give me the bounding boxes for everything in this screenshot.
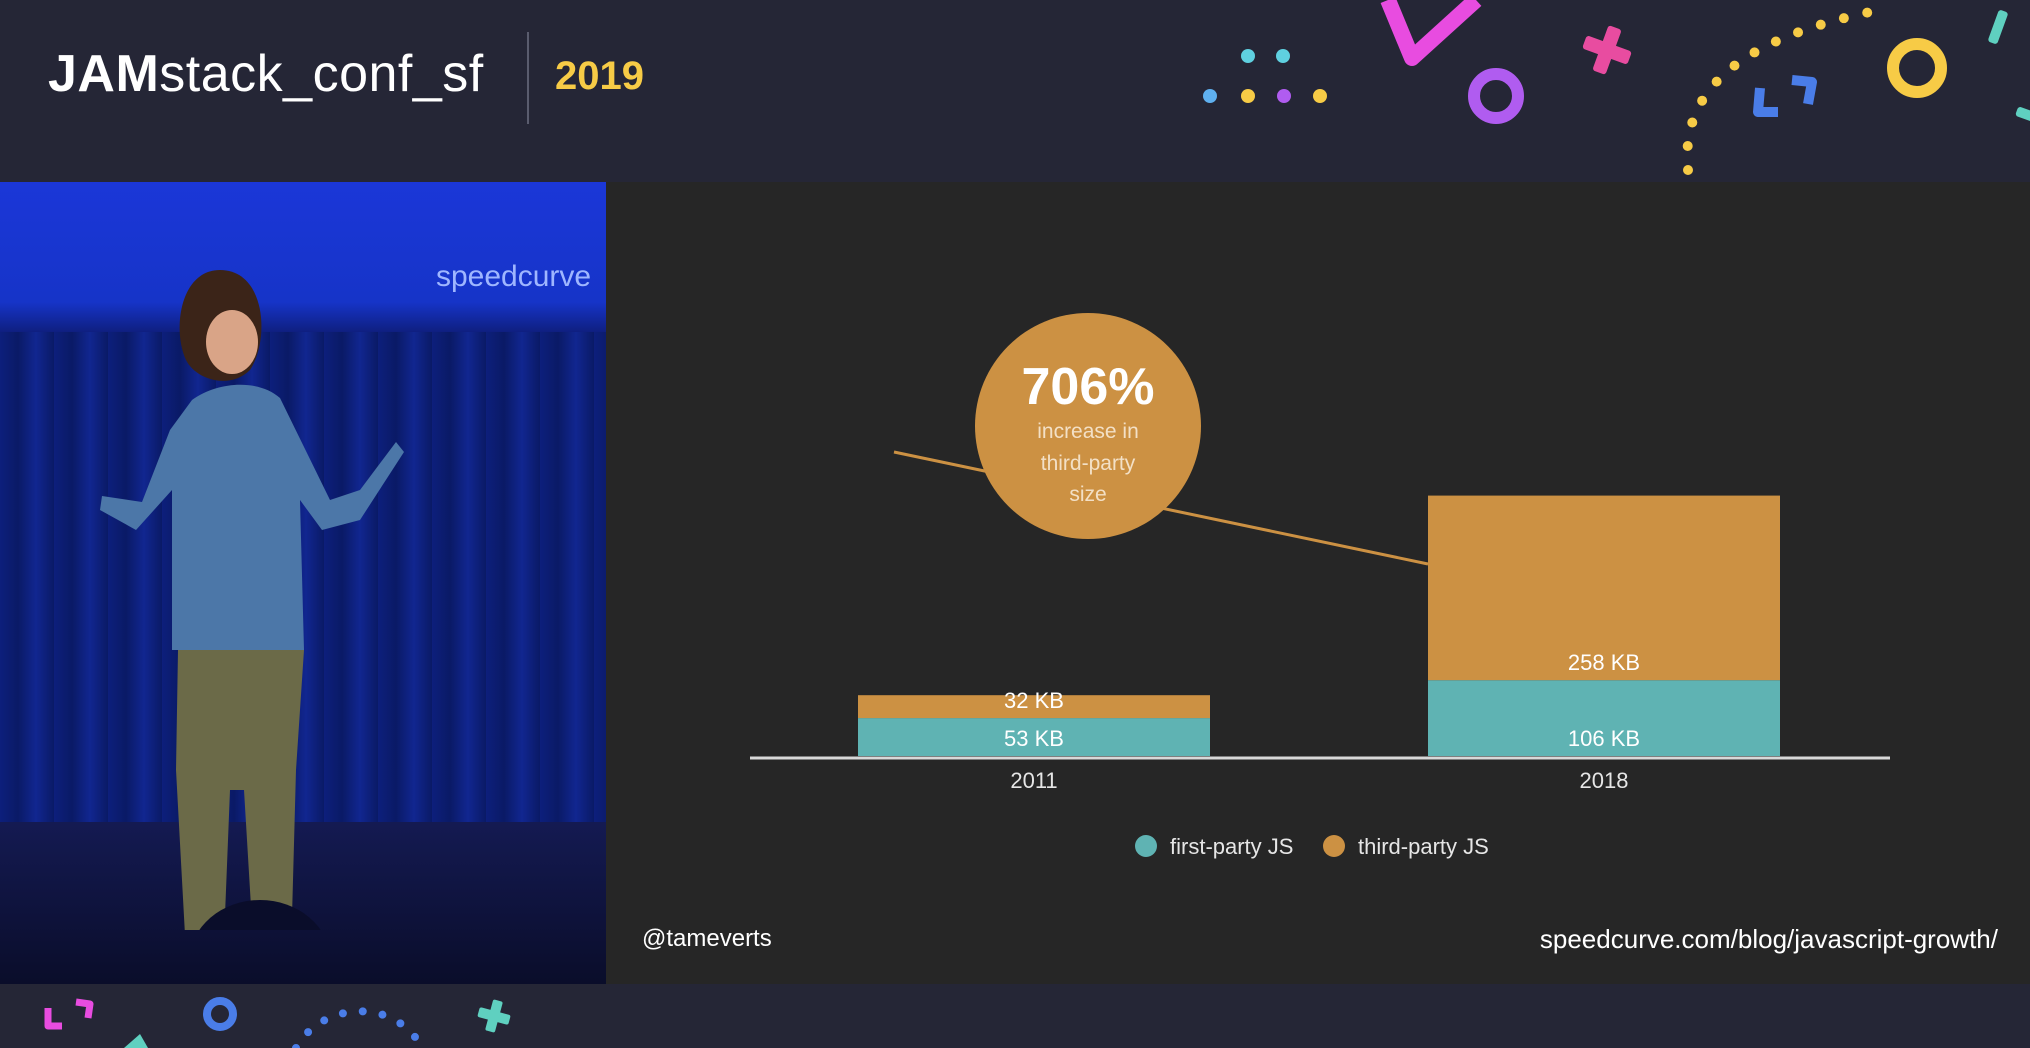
teal-dash-icon-2 xyxy=(2015,107,2030,123)
blue-ring-icon xyxy=(203,997,237,1031)
legend-label: third-party JS xyxy=(1358,834,1489,859)
stacked-bar-chart: 53 KB 32 KB 106 KB 258 KB 2011 2018 706% inc… xyxy=(750,313,1890,859)
triangle-icon xyxy=(1380,0,1482,66)
callout-bubble xyxy=(975,313,1201,539)
decorative-confetti-bottom xyxy=(44,997,511,1048)
bar-2018-third-party xyxy=(1428,495,1780,681)
x-tick-label: 2011 xyxy=(1010,768,1057,793)
teal-dash-icon xyxy=(1988,10,2008,44)
dotted-arc-icon-bottom xyxy=(292,1007,424,1048)
dot-cluster-icon xyxy=(1203,49,1327,103)
source-url[interactable]: speedcurve.com/blog/javascript-growth/ xyxy=(1539,924,1998,954)
stage-backdrop xyxy=(0,182,606,332)
stage-curtain xyxy=(0,332,606,832)
chevrons-icon xyxy=(1753,75,1817,117)
bar-2018-first-party xyxy=(1428,680,1780,756)
teal-plus-icon xyxy=(477,999,511,1033)
conference-year: 2019 xyxy=(555,54,644,98)
speaker-figure xyxy=(100,270,404,930)
conference-header: JAMstack_conf_sf 2019 xyxy=(0,0,2030,182)
logo-rest-text: stack_conf_sf xyxy=(159,45,484,103)
chart-legend: first-party JS third-party JS xyxy=(1135,834,1489,859)
bar-value-label: 32 KB xyxy=(1004,688,1064,713)
logo-bold-text: JAM xyxy=(48,45,160,103)
legend-swatch xyxy=(1135,835,1157,857)
bar-2011-first-party xyxy=(858,718,1210,756)
legend-swatch xyxy=(1323,835,1345,857)
bar-2011-third-party xyxy=(858,695,1210,719)
plus-icon xyxy=(1582,25,1632,75)
dotted-arc-icon xyxy=(1682,7,1875,175)
bar-value-label: 53 KB xyxy=(1004,726,1064,751)
conference-footer xyxy=(0,984,2030,1048)
callout-line-3: size xyxy=(1069,483,1106,506)
stage-brand-text: speedcurve xyxy=(436,260,592,293)
speaker-video[interactable]: speedcurve xyxy=(0,182,606,984)
logo-divider xyxy=(527,32,529,124)
ring-icon xyxy=(1468,68,1524,124)
conference-logo: JAMstack_conf_sf xyxy=(48,44,484,104)
decorative-confetti-top xyxy=(1203,0,2030,175)
yellow-ring-icon xyxy=(1887,38,1947,98)
x-tick-label: 2018 xyxy=(1580,768,1629,793)
presentation-slide: 53 KB 32 KB 106 KB 258 KB 2011 2018 706% inc… xyxy=(606,182,2030,984)
pink-chevrons-icon xyxy=(44,998,94,1030)
callout-line-1: increase in xyxy=(1037,420,1139,443)
bar-value-label: 258 KB xyxy=(1568,650,1640,675)
bar-value-label: 106 KB xyxy=(1568,726,1640,751)
legend-label: first-party JS xyxy=(1170,834,1293,859)
callout-line-2: third-party xyxy=(1041,452,1136,475)
stage-floor xyxy=(0,822,606,984)
callout-value: 706% xyxy=(1022,358,1155,416)
teal-triangle-icon xyxy=(124,1034,148,1048)
speaker-handle: @tameverts xyxy=(642,925,772,952)
